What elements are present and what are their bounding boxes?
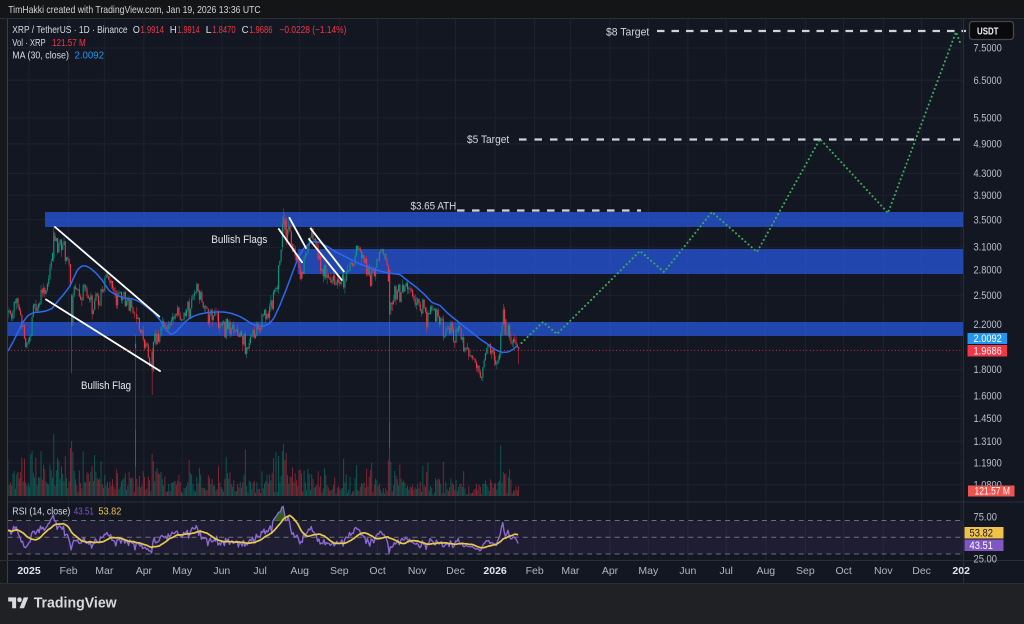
svg-text:TradingView: TradingView (34, 595, 117, 612)
svg-text:Mar: Mar (95, 565, 114, 577)
svg-text:Jun: Jun (679, 565, 696, 577)
svg-text:1.8000: 1.8000 (974, 364, 1002, 376)
svg-text:4.3000: 4.3000 (974, 168, 1002, 180)
svg-text:121.57 M: 121.57 M (52, 38, 86, 49)
svg-text:1.9914: 1.9914 (141, 25, 165, 36)
svg-text:Dec: Dec (912, 565, 931, 577)
svg-text:2026: 2026 (483, 565, 507, 577)
svg-text:43.51: 43.51 (74, 507, 94, 518)
svg-text:53.82: 53.82 (98, 507, 121, 518)
svg-text:TimHakki created with TradingV: TimHakki created with TradingView.com, J… (8, 4, 261, 16)
svg-text:XRP / TetherUS · 1D · Binance: XRP / TetherUS · 1D · Binance (12, 25, 128, 36)
svg-text:75.00: 75.00 (974, 512, 997, 524)
svg-text:C: C (242, 25, 249, 36)
svg-text:H: H (170, 25, 177, 36)
svg-text:1.1900: 1.1900 (974, 457, 1002, 469)
svg-text:Oct: Oct (369, 565, 385, 577)
svg-text:3.1000: 3.1000 (974, 242, 1002, 254)
svg-text:Vol · XRP: Vol · XRP (12, 38, 46, 49)
svg-text:43.51: 43.51 (970, 540, 993, 552)
svg-text:2.0092: 2.0092 (974, 333, 1002, 345)
svg-text:Jun: Jun (213, 565, 230, 577)
svg-text:5.5000: 5.5000 (974, 112, 1002, 124)
svg-text:L: L (206, 25, 212, 36)
svg-text:Jul: Jul (253, 565, 266, 577)
svg-text:2025: 2025 (17, 565, 41, 577)
svg-text:Aug: Aug (756, 565, 775, 577)
svg-text:1.4500: 1.4500 (974, 413, 1002, 425)
svg-text:MA (30, close): MA (30, close) (12, 51, 69, 62)
svg-text:Bullish Flags: Bullish Flags (211, 234, 267, 246)
svg-text:202: 202 (952, 565, 970, 577)
svg-text:2.2000: 2.2000 (974, 319, 1002, 331)
svg-text:2.8000: 2.8000 (974, 265, 1002, 277)
svg-text:3.5000: 3.5000 (974, 214, 1002, 226)
svg-text:Nov: Nov (408, 565, 427, 577)
svg-text:2.5000: 2.5000 (974, 290, 1002, 302)
svg-text:2.0092: 2.0092 (75, 51, 105, 62)
svg-text:RSI (14, close): RSI (14, close) (12, 507, 70, 518)
svg-text:O: O (133, 25, 140, 36)
svg-text:1.3100: 1.3100 (974, 436, 1002, 448)
svg-text:Aug: Aug (290, 565, 309, 577)
svg-text:Sep: Sep (330, 565, 349, 577)
svg-text:$5 Target: $5 Target (467, 134, 509, 146)
svg-text:1.9914: 1.9914 (177, 25, 200, 36)
svg-text:Feb: Feb (60, 565, 78, 577)
svg-text:Sep: Sep (796, 565, 815, 577)
svg-text:USDT: USDT (977, 26, 999, 38)
svg-text:Mar: Mar (561, 565, 580, 577)
svg-text:3.9000: 3.9000 (974, 190, 1002, 202)
svg-text:$8 Target: $8 Target (606, 26, 649, 38)
svg-text:4.9000: 4.9000 (974, 138, 1002, 150)
svg-text:May: May (172, 565, 193, 577)
svg-text:1.9686: 1.9686 (974, 346, 1002, 358)
svg-text:53.82: 53.82 (970, 528, 993, 540)
svg-text:Apr: Apr (602, 565, 619, 577)
svg-text:6.5000: 6.5000 (974, 75, 1002, 87)
svg-text:Bullish Flag: Bullish Flag (81, 380, 131, 392)
svg-text:1.9686: 1.9686 (249, 25, 273, 36)
svg-text:Feb: Feb (526, 565, 544, 577)
svg-text:1.6000: 1.6000 (974, 391, 1002, 403)
svg-text:1.8470: 1.8470 (212, 25, 236, 36)
svg-text:May: May (638, 565, 659, 577)
svg-text:−0.0228 (−1.14%): −0.0228 (−1.14%) (280, 25, 347, 36)
svg-text:Dec: Dec (446, 565, 465, 577)
svg-text:121.57 M: 121.57 M (975, 486, 1011, 498)
svg-text:Jul: Jul (719, 565, 732, 577)
svg-text:Apr: Apr (136, 565, 153, 577)
svg-text:$3.65 ATH: $3.65 ATH (411, 201, 457, 213)
svg-text:7.5000: 7.5000 (974, 43, 1002, 55)
svg-text:Oct: Oct (836, 565, 852, 577)
svg-text:Nov: Nov (874, 565, 893, 577)
svg-text:25.00: 25.00 (974, 554, 997, 566)
